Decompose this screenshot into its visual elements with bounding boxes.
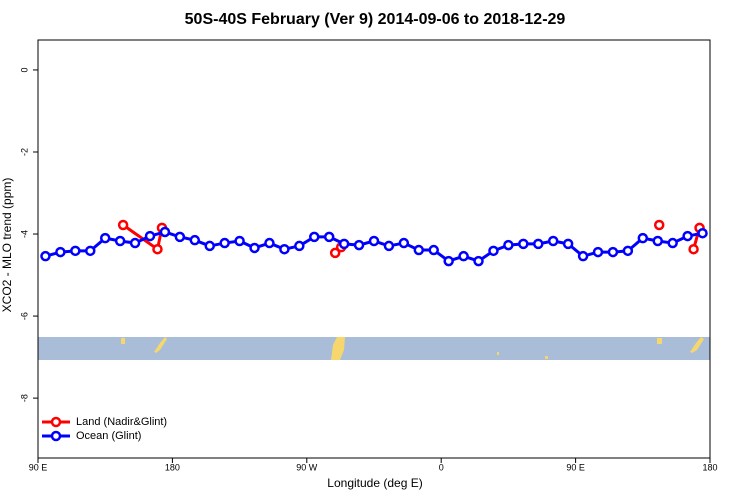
data-point [488, 245, 499, 257]
data-point [249, 242, 260, 254]
y-tick-label: -8 [19, 394, 29, 402]
legend-marker [50, 430, 62, 442]
x-tick-label: 90 E [566, 462, 585, 472]
map-strip [38, 337, 710, 360]
data-point [264, 237, 275, 249]
data-point [398, 237, 410, 249]
data-point [174, 231, 186, 243]
data-point [294, 240, 305, 252]
data-point [428, 244, 439, 256]
legend: Land (Nadir&Glint) Ocean (Glint) [42, 416, 167, 442]
x-tick-label: 180 [165, 462, 180, 472]
data-point [697, 227, 708, 239]
data-point [518, 238, 529, 250]
data-point [40, 250, 51, 262]
data-point [353, 239, 365, 251]
data-point [458, 250, 469, 262]
data-point [688, 243, 699, 255]
x-axis-label: Longitude (deg E) [327, 476, 422, 490]
y-tick-label: 0 [19, 67, 29, 72]
data-point [309, 231, 320, 243]
data-point [329, 247, 341, 259]
legend-label: Land (Nadir&Glint) [76, 416, 167, 428]
legend-label: Ocean (Glint) [76, 430, 141, 442]
data-point [383, 240, 395, 252]
data-point [653, 219, 665, 231]
data-point [99, 232, 111, 244]
x-tick-label: 90 E [29, 462, 48, 472]
data-point [592, 246, 604, 258]
x-tick-label: 180 [702, 462, 717, 472]
data-point [637, 232, 649, 244]
data-point [189, 234, 201, 246]
data-point [129, 237, 141, 249]
data-point [55, 246, 66, 258]
data-point [85, 245, 96, 257]
x-tick-label: 0 [439, 462, 444, 472]
y-tick-label: -4 [19, 230, 29, 238]
plot-frame [37, 39, 711, 459]
data-point [622, 245, 634, 257]
data-point [577, 250, 589, 262]
x-tick-label: 90 W [296, 462, 318, 472]
data-point [667, 237, 678, 249]
data-point [652, 235, 663, 247]
data-point [70, 245, 81, 257]
data-point [562, 238, 574, 250]
data-point [607, 246, 619, 258]
data-point [152, 243, 163, 255]
y-axis-label: XCO2 - MLO trend (ppm) [0, 178, 14, 313]
data-point [279, 243, 290, 255]
y-tick-label: -6 [19, 312, 29, 320]
data-point [547, 235, 559, 247]
data-point [117, 219, 129, 231]
data-point [533, 238, 544, 250]
data-point [503, 239, 514, 251]
data-point [159, 226, 171, 238]
data-point [413, 244, 425, 256]
data-point [114, 235, 126, 247]
legend-marker [50, 416, 62, 428]
chart-title: 50S-40S February (Ver 9) 2014-09-06 to 2… [185, 11, 566, 28]
data-point [234, 235, 245, 247]
data-point [682, 230, 693, 242]
data-point [219, 237, 230, 249]
data-point [473, 255, 484, 267]
data-point [144, 230, 156, 242]
data-point [323, 231, 335, 243]
data-point [338, 238, 350, 250]
data-point [368, 235, 380, 247]
data-point [443, 255, 454, 267]
y-tick-label: -2 [19, 148, 29, 156]
data-point [204, 240, 215, 252]
